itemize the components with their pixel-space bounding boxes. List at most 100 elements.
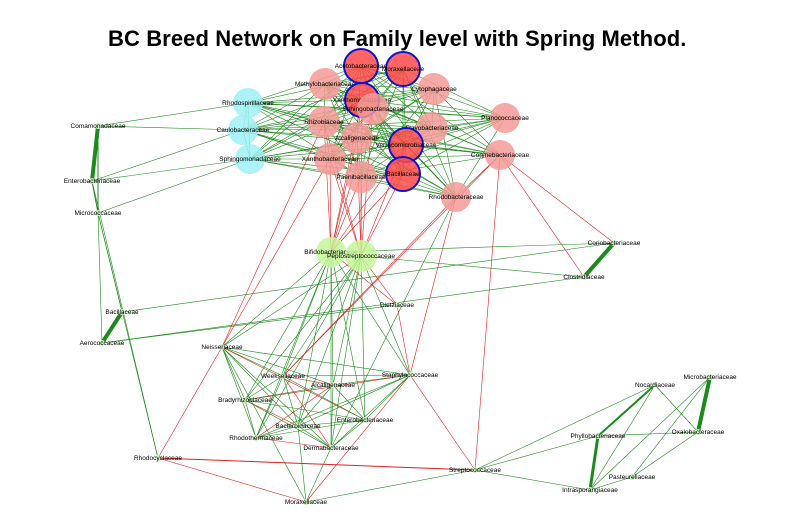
edge-neisseriaceae-alcaligenaceae_b: [221, 346, 334, 386]
edge-bifidobacteriaceae-rhodotermaceae: [255, 251, 332, 439]
edge-aerococcaceae-clostridiaceae: [101, 276, 585, 344]
node-label: Phyllobacteriaceae: [571, 433, 626, 440]
edge-moraxellaceae-neisseriaceae: [221, 346, 307, 503]
node-moraxellaceae_top: Moraxellaceae: [382, 51, 425, 87]
node-circle: [611, 240, 617, 246]
node-label: Intrasporangiaceae: [562, 487, 618, 494]
node-weeksellaceae: Weeksellaceae: [261, 373, 305, 380]
node-caulobacteraceae: Caulobacteraceae: [217, 115, 270, 145]
node-label: Alcaligenaceae: [335, 135, 379, 142]
node-label: Weeksellaceae: [261, 373, 305, 380]
node-circle: [330, 382, 336, 388]
node-oxalobacteraceae: Oxalobacteraceae: [672, 429, 725, 436]
node-label: Dietziaceae: [380, 302, 414, 309]
edge-enterobacteriaceae-caulobacteraceae: [91, 129, 244, 182]
node-corynebacteriaceae: Corynebacteriaceae: [471, 140, 529, 170]
edge-aerococcaceae-dietziaceae: [101, 304, 398, 344]
edge-neisseriaceae-enterobacteriaceae_b: [221, 346, 366, 421]
node-label: Enterobacteriaceae: [337, 417, 394, 424]
node-bradyrhizobiaceae: Bradyrhizobiaceae: [218, 397, 272, 404]
edge-pasteurellaceae-intrasporangiaceae: [589, 476, 633, 491]
node-circle: [95, 123, 101, 129]
node-circle: [280, 373, 286, 379]
node-circle: [695, 429, 701, 435]
node-circle: [316, 237, 346, 267]
node-rhodospirillaceae: Rhodospirillaceae: [222, 88, 274, 118]
node-label: Paenibacillaceae: [336, 174, 386, 181]
node-circle: [362, 417, 368, 423]
node-staphylococcaceae: Staphylococcaceae: [382, 372, 439, 379]
node-rhodocyclaceae: Rhodocyclaceae: [134, 455, 182, 462]
node-circle: [385, 51, 421, 87]
node-moraxellaceae: Moraxellaceae: [285, 499, 328, 506]
node-label: Alcaligenaceae: [311, 382, 355, 389]
node-label: Rhodocyclaceae: [134, 455, 182, 462]
edge-planococcaceae-sphingomonadaceae: [249, 117, 506, 160]
edge-cytophagaceae-rhodobacteraceae: [433, 88, 457, 198]
node-circle: [385, 156, 421, 192]
edge-oxalobacteraceae-pasteurellaceae: [631, 431, 699, 478]
node-pasteurellaceae: Pasteurellaceae: [609, 474, 656, 481]
node-label: Dermabacteraceae: [303, 445, 359, 452]
node-circle: [308, 106, 340, 138]
edge-rhodospirillaceae-corynebacteriaceae: [247, 102, 501, 156]
edge-comamonadaceae-caulobacteraceae: [97, 125, 244, 131]
edge-streptococcaceae-intrasporangiaceae: [474, 469, 591, 491]
node-label: Neisseriaceae: [201, 344, 243, 351]
node-circle: [418, 73, 450, 105]
node-label: Pasteurellaceae: [609, 474, 656, 481]
edge-bradyrhizobiaceae-enterobacteriaceae_b: [244, 399, 366, 421]
node-label: Verrucomicrobiaceae: [375, 142, 436, 149]
node-intrasporangiaceae: Intrasporangiaceae: [562, 487, 618, 494]
node-label: Peptostreptococcaceae: [327, 253, 395, 260]
node-methylobacteriaceae: Methylobacteriaceae: [295, 68, 355, 100]
node-circle: [155, 455, 161, 461]
edge-cytophagaceae-rhodospirillaceae: [247, 88, 435, 104]
node-label: Caulobacteraceae: [217, 127, 270, 134]
node-circle: [485, 140, 515, 170]
edge-peptostreptococcaceae-weeksellaceae: [282, 255, 362, 377]
node-alcaligenaceae: Alcaligenaceae: [335, 122, 379, 154]
edge-peptostreptococcaceae-dermabacteraceae: [330, 255, 362, 449]
node-circle: [253, 435, 259, 441]
edge-weeksellaceae-bacteroidaceae: [282, 375, 299, 427]
edge-rhodobacteraceae-dermabacteraceae: [330, 196, 457, 449]
edge-bifidobacteriaceae-bacteroidaceae: [297, 251, 332, 427]
node-circle: [219, 344, 225, 350]
edge-staphylococcaceae-enterobacteriaceae_b: [364, 374, 411, 421]
edge-rhodobacteraceae-staphylococcaceae: [409, 196, 457, 376]
node-label: Aerococcaceae: [80, 340, 125, 347]
node-enterobacteriaceae_b: Enterobacteriaceae: [337, 417, 394, 424]
edge-acetobacteraceae-rhodospirillaceae: [247, 65, 362, 104]
edge-bradyrhizobiaceae-rhodotermaceae: [244, 399, 257, 439]
edge-enterobacteriaceae_b-rhodotermaceae: [255, 419, 366, 439]
edge-bifidobacteriaceae-weeksellaceae: [282, 251, 332, 377]
edge-microbacteriaceae-intrasporangiaceae: [589, 376, 711, 491]
edge-coriobacteriaceae-corynebacteriaceae: [499, 154, 615, 244]
edge-micrococcaceae-sphingomonadaceae: [97, 158, 251, 214]
node-circle: [228, 115, 258, 145]
node-neisseriaceae: Neisseriaceae: [201, 344, 243, 351]
node-label: Coriobacteriaceae: [588, 240, 641, 247]
edge-phyllobacteriaceae-intrasporangiaceae: [588, 435, 600, 491]
edge-bifidobacteriaceae-staphylococcaceae: [330, 251, 411, 376]
edge-moraxellaceae-staphylococcaceae: [305, 374, 411, 503]
node-clostridiaceae: Clostridiaceae: [563, 274, 605, 281]
node-circle: [652, 382, 658, 388]
node-bacillaceae: Bacillaceae: [105, 309, 139, 316]
edge-weeksellaceae-dermabacteraceae: [282, 375, 332, 449]
node-circle: [309, 68, 341, 100]
edge-sphingomonadaceae-paenibacillaceae: [249, 158, 362, 178]
edge-rhodocyclaceae-moraxellaceae: [157, 457, 307, 503]
node-comamonadaceae: Comamonadaceae: [71, 123, 126, 130]
edge-phyllobacteriaceae-nocardiaceae: [597, 384, 656, 437]
edge-rhodocyclaceae-enterobacteriaceae: [91, 180, 159, 459]
edge-peptostreptococcaceae-alcaligenaceae: [356, 137, 362, 257]
edge-weeksellaceae-rhodotermaceae: [255, 375, 284, 439]
edge-alcaligenaceae_b-dermabacteraceae: [330, 384, 334, 449]
node-circle: [295, 423, 301, 429]
edge-enterobacteriaceae_b-dermabacteraceae: [330, 419, 366, 449]
node-circle: [303, 499, 309, 505]
edge-weeksellaceae-enterobacteriaceae_b: [282, 375, 366, 421]
node-label: Micrococcaceae: [75, 210, 122, 217]
